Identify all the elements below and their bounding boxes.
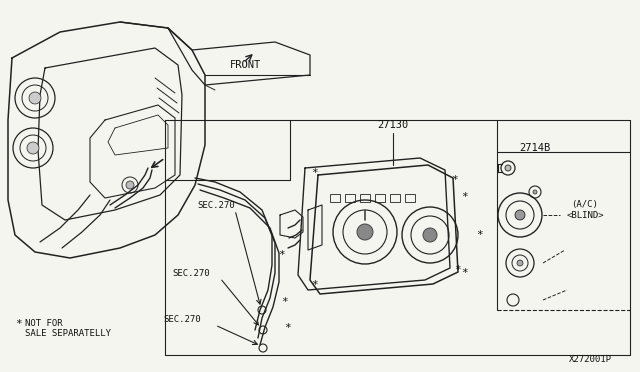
Bar: [390, 194, 400, 202]
Text: X272001P: X272001P: [568, 356, 611, 365]
Text: *: *: [285, 323, 291, 333]
Text: SALE SEPARATELLY: SALE SEPARATELLY: [25, 328, 111, 337]
Circle shape: [29, 92, 41, 104]
Bar: [360, 194, 370, 202]
Text: *: *: [282, 297, 289, 307]
Text: *: *: [461, 192, 468, 202]
Text: *: *: [477, 230, 483, 240]
Text: *: *: [312, 280, 318, 290]
Bar: [345, 194, 355, 202]
Text: 27130: 27130: [378, 120, 408, 130]
Text: FRONT: FRONT: [230, 60, 261, 70]
Text: *: *: [454, 265, 461, 275]
Text: SEC.270: SEC.270: [163, 315, 200, 324]
Text: 2714B: 2714B: [519, 143, 550, 153]
Circle shape: [27, 142, 39, 154]
Text: *: *: [15, 319, 22, 329]
Circle shape: [357, 224, 373, 240]
Bar: [405, 194, 415, 202]
Text: SEC.270: SEC.270: [172, 269, 210, 278]
Text: *: *: [452, 175, 458, 185]
Circle shape: [533, 190, 537, 194]
Text: SEC.270: SEC.270: [197, 201, 235, 209]
Circle shape: [515, 210, 525, 220]
Text: *: *: [278, 250, 285, 260]
Circle shape: [126, 181, 134, 189]
Bar: [330, 194, 340, 202]
Text: NOT FOR: NOT FOR: [25, 320, 63, 328]
Bar: [375, 194, 385, 202]
Circle shape: [505, 165, 511, 171]
Circle shape: [423, 228, 437, 242]
Text: *: *: [312, 168, 318, 178]
Text: (A/C): (A/C): [572, 201, 598, 209]
Circle shape: [517, 260, 523, 266]
Text: <BLIND>: <BLIND>: [566, 212, 604, 221]
Text: *: *: [461, 268, 468, 278]
